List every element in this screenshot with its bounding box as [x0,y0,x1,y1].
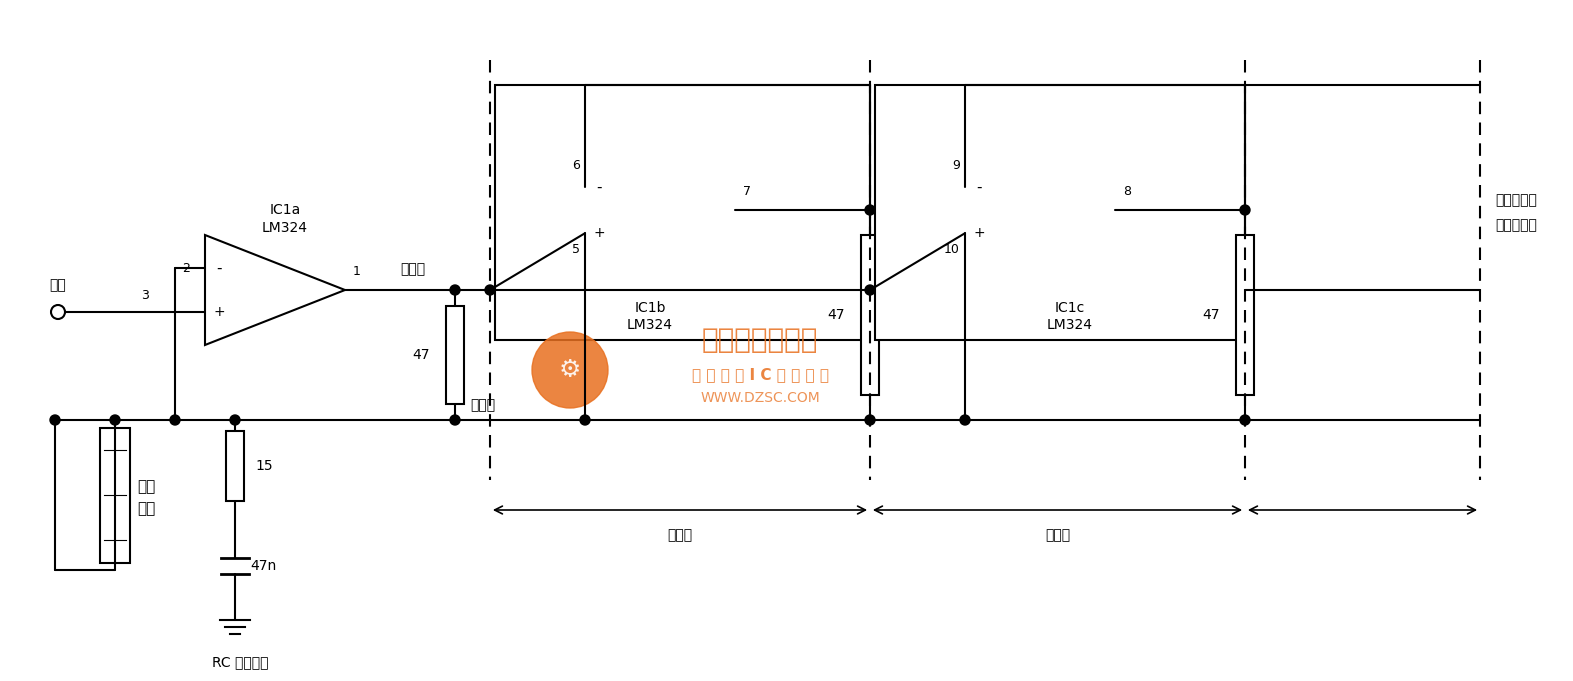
Text: 根据需要重: 根据需要重 [1494,193,1537,207]
Bar [495,85,870,340]
Text: IC1a: IC1a [269,203,300,217]
Circle shape [1240,205,1251,215]
Circle shape [110,415,120,425]
Circle shape [230,415,241,425]
Bar [875,85,1244,340]
Bar [227,431,244,501]
Circle shape [50,415,60,425]
Text: 47: 47 [827,308,845,322]
Text: -: - [216,261,222,276]
Bar [1236,235,1254,395]
Text: 47: 47 [412,348,429,362]
Bar [860,235,879,395]
Bar [447,306,464,405]
Text: -: - [596,179,602,194]
Text: 维库电子市场网: 维库电子市场网 [702,326,818,354]
Circle shape [865,205,875,215]
Circle shape [450,285,459,295]
Text: 7: 7 [742,185,750,198]
Text: RC 阻尼电路: RC 阻尼电路 [212,655,269,669]
Text: 全 球 最 大 I C 采 购 网 站: 全 球 最 大 I C 采 购 网 站 [692,368,829,383]
Circle shape [1240,415,1251,425]
Text: 负载线: 负载线 [470,398,495,412]
Text: +: + [974,226,985,240]
Text: 1: 1 [352,265,360,278]
Text: IC1c: IC1c [1055,301,1085,315]
Text: +: + [593,226,604,240]
Text: 47: 47 [1202,308,1221,322]
Text: +: + [214,305,225,319]
Text: 2: 2 [182,262,190,274]
Text: 5: 5 [573,243,580,256]
Text: 典型的: 典型的 [667,528,692,542]
Text: ⚙: ⚙ [558,358,580,382]
Text: 15: 15 [255,459,272,473]
Text: -: - [977,179,982,194]
Text: 输入: 输入 [50,278,66,292]
Text: 典型的: 典型的 [1044,528,1070,542]
Text: 取样线: 取样线 [400,262,425,276]
Text: IC1b: IC1b [634,301,665,315]
Text: 6: 6 [573,159,580,172]
Circle shape [865,285,875,295]
Circle shape [170,415,179,425]
Text: 复多级连接: 复多级连接 [1494,218,1537,232]
Circle shape [532,332,609,408]
Circle shape [960,415,971,425]
Text: 阻抗: 阻抗 [137,501,156,516]
Text: 10: 10 [944,243,960,256]
Text: 3: 3 [142,289,149,302]
Text: WWW.DZSC.COM: WWW.DZSC.COM [700,391,820,405]
Circle shape [580,415,590,425]
Text: LM324: LM324 [628,318,673,332]
Circle shape [865,415,875,425]
Text: LM324: LM324 [1048,318,1093,332]
Circle shape [450,415,459,425]
Text: LM324: LM324 [263,221,308,235]
Text: 8: 8 [1123,185,1131,198]
Text: 负载: 负载 [137,479,156,494]
Text: 9: 9 [952,159,960,172]
Bar [101,428,131,563]
Text: 47n: 47n [250,559,277,573]
Circle shape [484,285,495,295]
